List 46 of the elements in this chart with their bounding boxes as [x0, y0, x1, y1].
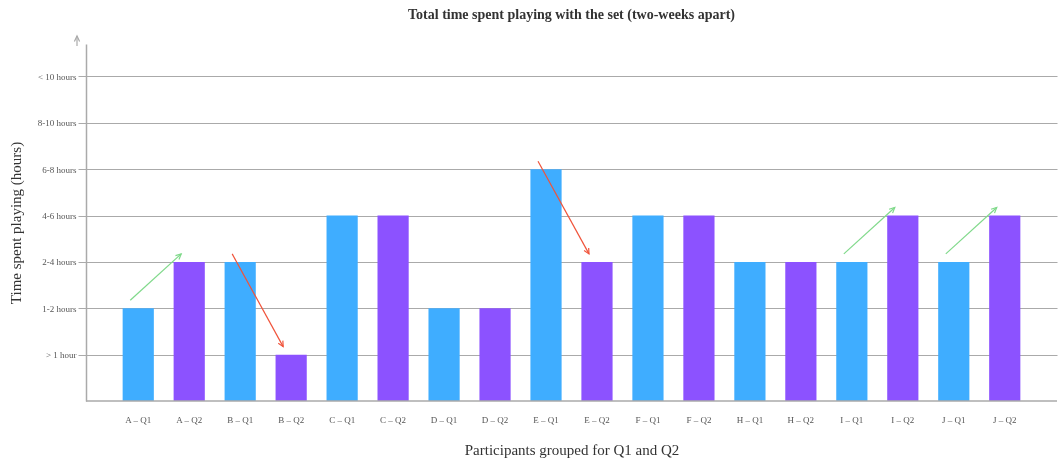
bar	[632, 215, 664, 401]
bar	[938, 261, 970, 401]
x-tick-label: D – Q1	[430, 414, 458, 425]
x-tick-label: F – Q2	[686, 414, 712, 425]
bar	[887, 215, 919, 401]
x-tick-label: J – Q2	[993, 414, 1017, 425]
x-tick-label: H – Q1	[736, 414, 764, 425]
x-tick-label: F – Q1	[635, 414, 661, 425]
bar	[785, 261, 817, 401]
x-tick-label: A – Q1	[125, 414, 152, 425]
bar	[989, 215, 1021, 401]
bar	[428, 308, 460, 401]
text: < 10 hours	[37, 71, 77, 82]
chart-title: Total time spent playing with the set (two-weeks apart)	[408, 7, 736, 23]
x-tick-label: I – Q1	[840, 414, 864, 425]
bar	[683, 215, 715, 401]
x-tick-label: H – Q2	[787, 414, 815, 425]
text: 6-8 hours	[42, 164, 77, 175]
bar	[377, 215, 409, 401]
x-tick-label: A – Q2	[176, 414, 203, 425]
text: 2-4 hours	[42, 257, 77, 268]
x-tick-label: B – Q1	[227, 414, 254, 425]
y-axis-title: Time spent playing (hours)	[7, 141, 25, 305]
x-tick-label: E – Q1	[533, 414, 559, 425]
text: 8-10 hours	[37, 118, 77, 129]
bar	[734, 261, 766, 401]
bar	[326, 215, 358, 401]
text: 1-2 hours	[42, 303, 77, 314]
x-axis-title: Participants grouped for Q1 and Q2	[464, 441, 680, 458]
x-tick-label: C – Q2	[380, 414, 407, 425]
x-tick-label: B – Q2	[278, 414, 305, 425]
bar	[479, 308, 511, 401]
x-tick-label: I – Q2	[891, 414, 915, 425]
x-tick-label: C – Q1	[329, 414, 356, 425]
bar	[530, 169, 562, 401]
text: 4-6 hours	[42, 211, 77, 222]
bar	[122, 308, 154, 401]
x-tick-label: J – Q1	[942, 414, 966, 425]
text: > 1 hour	[45, 350, 77, 361]
x-tick-label: E – Q2	[584, 414, 610, 425]
bar	[836, 261, 868, 401]
bar	[581, 261, 613, 401]
bar	[173, 261, 205, 401]
bar	[275, 354, 307, 401]
x-tick-label: D – Q2	[481, 414, 509, 425]
bar	[224, 261, 256, 401]
